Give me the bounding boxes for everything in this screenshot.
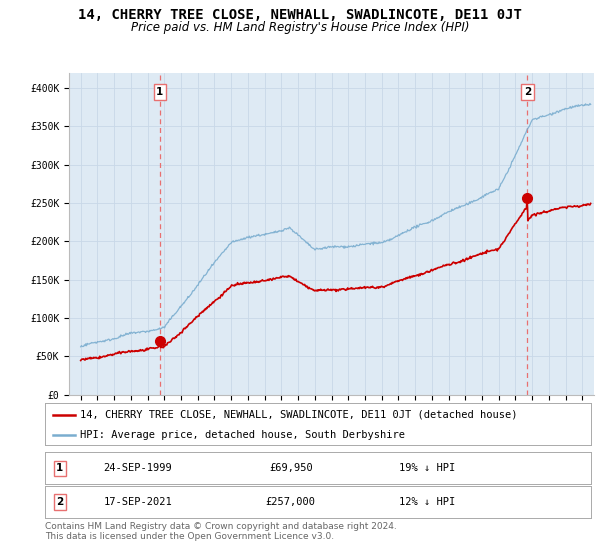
Text: Price paid vs. HM Land Registry's House Price Index (HPI): Price paid vs. HM Land Registry's House …	[131, 21, 469, 34]
Text: Contains HM Land Registry data © Crown copyright and database right 2024.
This d: Contains HM Land Registry data © Crown c…	[45, 522, 397, 542]
Text: 19% ↓ HPI: 19% ↓ HPI	[399, 464, 455, 473]
Text: 24-SEP-1999: 24-SEP-1999	[103, 464, 172, 473]
Text: 1: 1	[156, 87, 163, 97]
Text: 14, CHERRY TREE CLOSE, NEWHALL, SWADLINCOTE, DE11 0JT: 14, CHERRY TREE CLOSE, NEWHALL, SWADLINC…	[78, 8, 522, 22]
Text: £69,950: £69,950	[269, 464, 313, 473]
Text: 12% ↓ HPI: 12% ↓ HPI	[399, 497, 455, 507]
Text: 2: 2	[56, 497, 64, 507]
Text: £257,000: £257,000	[266, 497, 316, 507]
Text: HPI: Average price, detached house, South Derbyshire: HPI: Average price, detached house, Sout…	[80, 430, 406, 440]
Text: 14, CHERRY TREE CLOSE, NEWHALL, SWADLINCOTE, DE11 0JT (detached house): 14, CHERRY TREE CLOSE, NEWHALL, SWADLINC…	[80, 409, 518, 419]
Text: 2: 2	[524, 87, 531, 97]
Text: 1: 1	[56, 464, 64, 473]
Text: 17-SEP-2021: 17-SEP-2021	[103, 497, 172, 507]
